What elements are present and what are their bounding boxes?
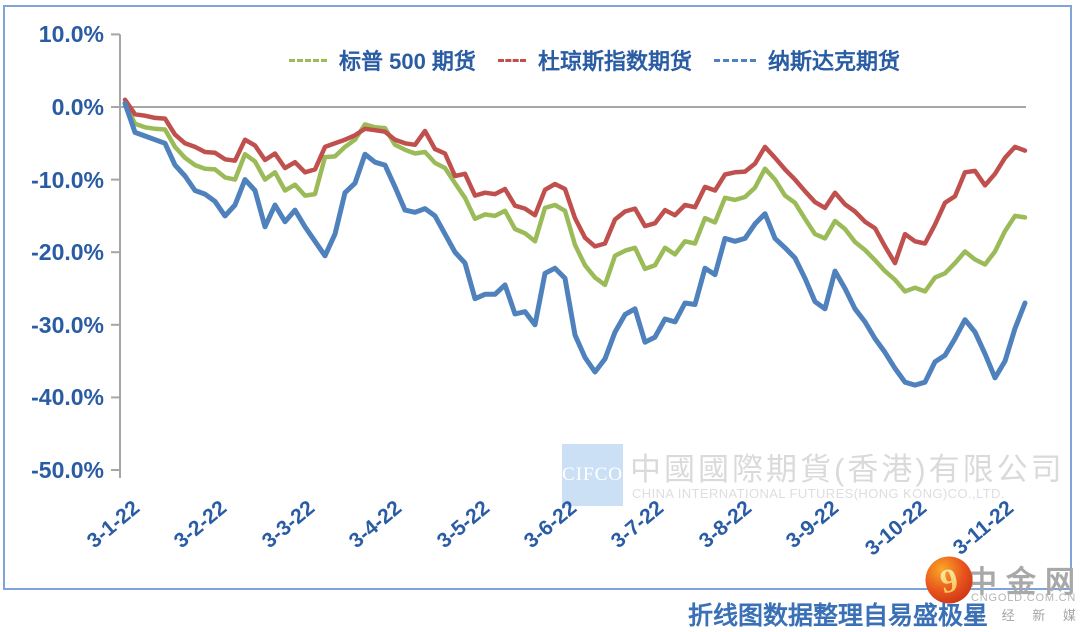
chart-legend: 标普 500 期货 杜琼斯指数期货 纳斯达克期货 bbox=[289, 44, 900, 76]
brand-name: 中金网 bbox=[967, 566, 1080, 599]
y-axis-label: -50.0% bbox=[31, 457, 104, 483]
legend-dash-swatch bbox=[497, 58, 526, 62]
series-lines bbox=[122, 97, 1028, 388]
watermark-company-cn: 中國國際期貨(香港)有限公司 bbox=[630, 452, 1065, 487]
watermark-company-en: CHINA INTERNATIONAL FUTURES(HONG KONG)CO… bbox=[632, 486, 1005, 501]
legend-dash-swatch bbox=[713, 58, 756, 62]
chart-frame bbox=[3, 5, 1072, 590]
y-axis-label: 0.0% bbox=[51, 94, 104, 120]
cifco-watermark-text: CIFCO bbox=[562, 464, 623, 485]
legend-label: 标普 500 期货 bbox=[339, 49, 476, 74]
axis-lines bbox=[111, 33, 1026, 478]
legend-item-2: 杜琼斯指数期货 bbox=[497, 44, 692, 76]
y-axis-label: -40.0% bbox=[31, 384, 104, 411]
y-axis-label: -30.0% bbox=[31, 311, 104, 338]
brand-domain: CNGOLD.COM.CN bbox=[971, 592, 1077, 604]
y-axis-label: 10.0% bbox=[38, 21, 104, 48]
legend-label: 纳斯达克期货 bbox=[767, 49, 900, 74]
legend-dash-swatch bbox=[289, 58, 327, 62]
y-axis-label: -20.0% bbox=[31, 239, 104, 266]
series-line-1 bbox=[122, 101, 1028, 294]
legend-label: 杜琼斯指数期货 bbox=[537, 49, 692, 74]
data-source-caption: 折线图数据整理自易盛极星 bbox=[688, 602, 989, 630]
y-axis-label: -10.0% bbox=[31, 166, 104, 193]
legend-item-1: 标普 500 期货 bbox=[289, 44, 476, 76]
legend-item-3: 纳斯达克期货 bbox=[713, 44, 900, 76]
series-line-3 bbox=[122, 100, 1028, 388]
series-line-2 bbox=[122, 97, 1028, 266]
cifco-watermark-box: CIFCO bbox=[562, 444, 623, 506]
cngold-logo-icon: 9 bbox=[925, 556, 973, 604]
brand-tagline: 财 经 新 媒 体 bbox=[971, 608, 1080, 623]
